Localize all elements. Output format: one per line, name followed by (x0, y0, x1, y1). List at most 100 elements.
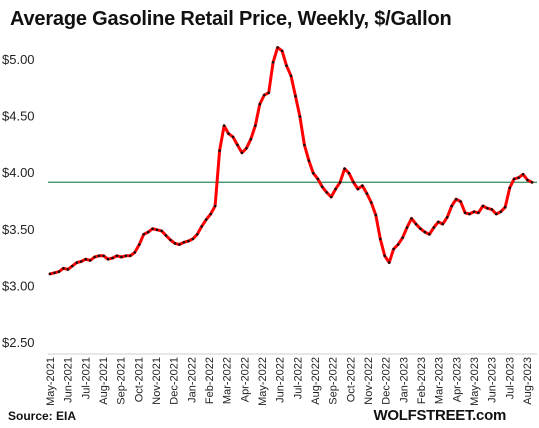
data-point (361, 184, 364, 187)
x-axis-ticks: May-2021 Jun-2021 Jul-2021 Aug-2021 Sep-2021… (45, 357, 534, 406)
data-point (387, 261, 391, 264)
data-point (298, 115, 302, 118)
x-tick-label: Jun-2022 (275, 357, 287, 403)
x-tick-label: Aug-2023 (522, 357, 534, 405)
data-point (356, 187, 360, 191)
x-tick-label: Oct-2022 (345, 357, 357, 402)
data-point (97, 254, 101, 258)
x-tick-label: Jul-2022 (292, 357, 304, 399)
data-point (173, 242, 177, 245)
data-point (325, 191, 329, 194)
data-point (115, 254, 119, 258)
data-point (495, 212, 498, 216)
data-point (84, 257, 87, 261)
data-point (432, 226, 436, 229)
data-point (419, 227, 422, 230)
y-tick-label: $5.00 (2, 52, 35, 67)
data-point (231, 135, 235, 139)
data-point (213, 204, 217, 208)
data-point (209, 212, 212, 216)
y-tick-label: $4.00 (2, 165, 35, 180)
data-point (48, 272, 52, 276)
data-point (88, 259, 92, 262)
data-point (71, 264, 74, 268)
y-tick-label: $4.50 (2, 109, 35, 124)
data-point (79, 260, 83, 263)
data-point (129, 254, 132, 258)
data-point (53, 271, 56, 275)
data-point (512, 177, 516, 181)
data-point (236, 143, 239, 147)
data-point (155, 228, 159, 232)
chart-title: Average Gasoline Retail Price, Weekly, $… (10, 8, 452, 30)
series-points (48, 46, 534, 276)
data-point (307, 159, 311, 162)
y-tick-label: $2.50 (2, 335, 35, 350)
brand-label: WOLFSTREET.com (373, 407, 507, 424)
data-point (338, 181, 342, 184)
data-point (503, 205, 507, 209)
data-point (343, 167, 346, 170)
data-point (271, 61, 275, 64)
x-tick-label: Dec-2021 (169, 357, 181, 405)
data-point (66, 268, 70, 271)
y-tick-label: $3.00 (2, 278, 35, 293)
data-point (499, 210, 503, 213)
data-point (521, 173, 525, 176)
data-point (517, 176, 520, 179)
data-point (142, 233, 145, 236)
data-point (267, 91, 271, 95)
data-point (490, 208, 494, 211)
x-tick-label: May-2022 (257, 357, 269, 406)
data-point (262, 93, 266, 97)
data-point (191, 237, 195, 241)
x-tick-label: Aug-2022 (310, 357, 322, 405)
data-point (530, 181, 534, 184)
data-point (276, 46, 279, 49)
data-point (196, 233, 199, 236)
data-point (423, 230, 427, 234)
data-point (370, 201, 373, 204)
data-point (57, 270, 61, 274)
data-point (468, 212, 471, 216)
x-tick-label: Nov-2021 (151, 357, 163, 405)
data-point (133, 251, 137, 254)
x-tick-label: May-2021 (45, 357, 57, 406)
data-point (428, 233, 431, 236)
x-tick-label: Jul-2021 (80, 357, 92, 399)
x-tick-label: Mar-2022 (222, 357, 234, 404)
x-tick-label: Mar-2023 (434, 357, 446, 404)
data-point (450, 204, 454, 208)
x-tick-label: Jan-2023 (398, 357, 410, 403)
data-point (227, 132, 230, 135)
x-tick-label: Dec-2022 (381, 357, 393, 405)
x-tick-label: Jul-2023 (504, 357, 516, 399)
data-point (312, 171, 315, 175)
data-point (396, 243, 400, 246)
data-point (124, 254, 128, 258)
data-point (352, 181, 355, 184)
data-point (120, 255, 123, 259)
data-point (245, 147, 248, 150)
data-point (441, 222, 445, 226)
x-tick-label: May-2023 (469, 357, 481, 406)
x-tick-label: Sep-2021 (116, 357, 128, 405)
data-point (437, 220, 440, 224)
data-point (347, 171, 351, 175)
data-point (303, 143, 306, 147)
data-point (182, 241, 186, 244)
data-point (294, 94, 297, 98)
data-point (160, 229, 163, 233)
data-point (289, 74, 293, 78)
data-point (374, 213, 378, 217)
x-tick-label: Feb-2022 (204, 357, 216, 404)
data-point (254, 124, 257, 127)
data-point (316, 177, 320, 181)
x-tick-label: Sep-2022 (328, 357, 340, 405)
data-point (75, 261, 79, 264)
data-point (280, 49, 284, 53)
data-point (222, 124, 226, 127)
data-point (178, 243, 181, 246)
x-tick-label: Nov-2022 (363, 357, 375, 405)
